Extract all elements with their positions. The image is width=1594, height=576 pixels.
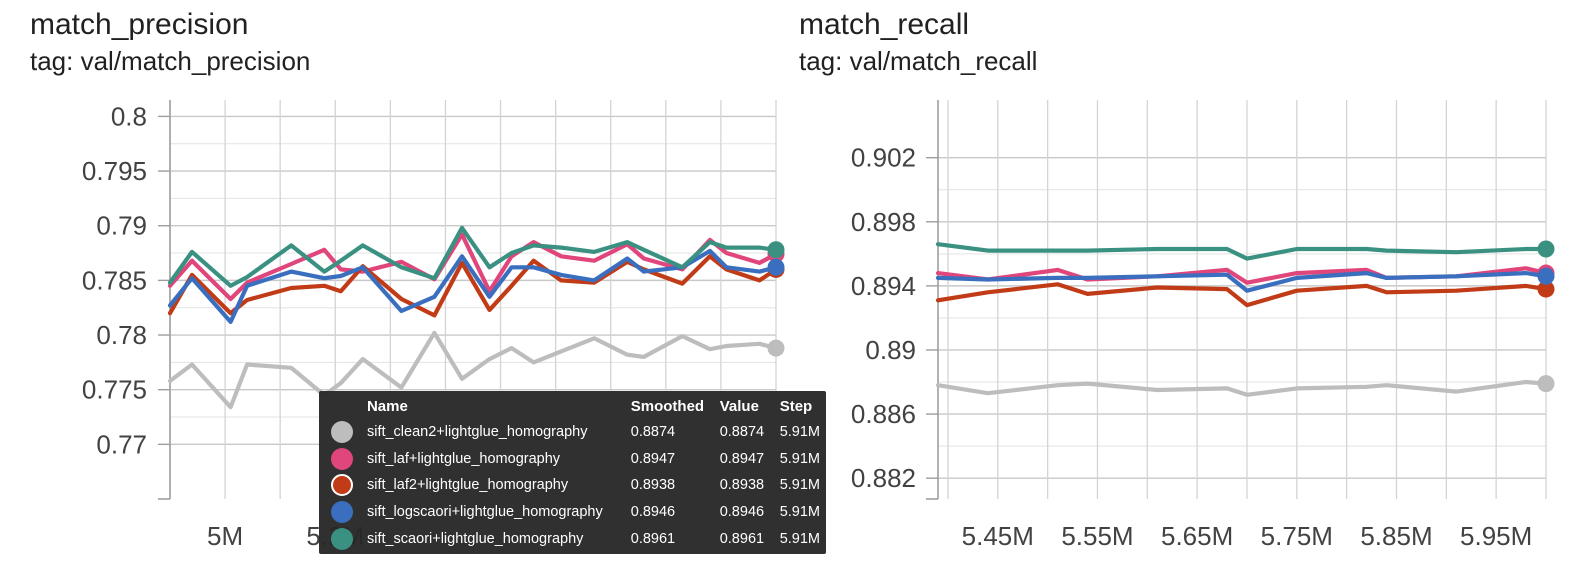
tooltip-step: 5.91M	[779, 504, 820, 521]
y-tick-label: 0.882	[851, 463, 916, 493]
tooltip-swatch	[325, 525, 361, 552]
series-line-sift_scaori+lightglue_homography[interactable]	[935, 242, 1549, 261]
hover-marker-sift_scaori+lightglue_homography[interactable]	[1537, 240, 1555, 258]
tooltip-header-step: Step	[779, 397, 813, 415]
y-tick-label: 0.795	[82, 156, 147, 186]
y-tick-label: 0.894	[851, 271, 916, 301]
precision-title: match_precision	[30, 8, 249, 41]
y-tick-label: 0.785	[82, 265, 147, 295]
tooltip-name: sift_logscaori+lightglue_homography	[366, 504, 603, 521]
series-line-sift_logscaori+lightglue_homography[interactable]	[167, 248, 779, 324]
tooltip-step: 5.91M	[779, 450, 820, 467]
tooltip-header-row: Name Smoothed Value Step	[325, 393, 826, 419]
tooltip-swatch	[325, 446, 361, 473]
tooltip-row: sift_laf+lightglue_homography 0.8947 0.894…	[325, 446, 826, 473]
tooltip-name: sift_scaori+lightglue_homography	[366, 530, 584, 547]
tooltip-value: 0.8874	[719, 424, 765, 441]
tooltip-step: 5.91M	[779, 477, 820, 494]
hover-marker-sift_logscaori+lightglue_homography[interactable]	[1537, 267, 1555, 285]
x-tick-label: 5M	[207, 521, 243, 551]
recall-tag: tag: val/match_recall	[799, 46, 1038, 76]
y-tick-label: 0.78	[96, 320, 147, 350]
legend-swatch	[331, 421, 353, 444]
tooltip-step: 5.91M	[779, 424, 820, 441]
tooltip-name: sift_clean2+lightglue_homography	[366, 424, 588, 441]
y-tick-label: 0.79	[96, 211, 147, 241]
x-tick-label: 5.55M	[1061, 521, 1133, 551]
y-tick-label: 0.8	[111, 101, 147, 131]
tooltip-rows: sift_clean2+lightglue_homography 0.8874 0.…	[325, 419, 826, 552]
tooltip-header-swatch	[325, 393, 361, 419]
precision-tag: tag: val/match_precision	[30, 46, 311, 76]
tooltip-value: 0.8961	[719, 530, 765, 547]
hover-marker-sift_clean2+lightglue_homography[interactable]	[767, 339, 785, 357]
y-tick-label: 0.89	[865, 335, 916, 365]
tooltip-swatch	[325, 499, 361, 526]
x-tick-label: 5.65M	[1161, 521, 1233, 551]
tooltip-row: sift_clean2+lightglue_homography 0.8874 0.…	[325, 419, 826, 446]
hover-tooltip: Name Smoothed Value Step sift_clean2+lig…	[319, 391, 826, 554]
series-line-sift_clean2+lightglue_homography[interactable]	[167, 330, 779, 410]
y-tick-label: 0.77	[96, 429, 147, 459]
x-tick-label: 5.85M	[1360, 521, 1432, 551]
tooltip-smoothed: 0.8946	[630, 504, 676, 521]
tooltip-swatch	[325, 419, 361, 446]
series-line-sift_laf2+lightglue_homography[interactable]	[167, 254, 779, 318]
series-line-sift_laf2+lightglue_homography[interactable]	[935, 282, 1549, 308]
tooltip-smoothed: 0.8874	[630, 424, 676, 441]
tooltip-header-smoothed: Smoothed	[630, 397, 705, 415]
series-line-sift_clean2+lightglue_homography[interactable]	[935, 379, 1549, 397]
tooltip-step: 5.91M	[779, 530, 820, 547]
legend-swatch	[331, 447, 353, 470]
tooltip-header-value: Value	[719, 397, 759, 415]
tooltip-row: sift_scaori+lightglue_homography 0.8961 0.…	[325, 525, 826, 552]
y-tick-label: 0.898	[851, 207, 916, 237]
hover-marker-sift_clean2+lightglue_homography[interactable]	[1537, 375, 1555, 393]
tooltip-smoothed: 0.8938	[630, 477, 676, 494]
chart-match_recall[interactable]: 0.902 0.898 0.894 0.89 0.886 0.882 5.45M 5.55M 5…	[851, 100, 1555, 551]
x-tick-label: 5.75M	[1261, 521, 1333, 551]
tooltip-row: sift_logscaori+lightglue_homography 0.894…	[325, 499, 826, 526]
tooltip-name: sift_laf+lightglue_homography	[366, 450, 561, 467]
tooltip-row: sift_laf2+lightglue_homography 0.8938 0.89…	[325, 472, 826, 499]
hover-marker-sift_laf2+lightglue_homography[interactable]	[1537, 280, 1555, 298]
tooltip-swatch	[325, 472, 361, 499]
y-tick-label: 0.902	[851, 143, 916, 173]
tooltip-value: 0.8938	[719, 477, 765, 494]
legend-swatch	[331, 501, 353, 524]
hover-marker-sift_logscaori+lightglue_homography[interactable]	[767, 258, 785, 276]
tooltip-name: sift_laf2+lightglue_homography	[366, 477, 569, 494]
recall-title: match_recall	[799, 8, 970, 41]
tooltip-value: 0.8947	[719, 450, 765, 467]
hover-marker-sift_scaori+lightglue_homography[interactable]	[767, 241, 785, 259]
tooltip-smoothed: 0.8947	[630, 450, 676, 467]
x-tick-label: 5.45M	[962, 521, 1034, 551]
series-line-sift_scaori+lightglue_homography[interactable]	[167, 225, 779, 288]
tooltip-table: Name Smoothed Value Step sift_clean2+lig…	[325, 393, 826, 552]
legend-swatch	[331, 527, 353, 550]
tooltip-value: 0.8946	[719, 504, 765, 521]
legend-swatch	[331, 474, 353, 497]
series-line-sift_logscaori+lightglue_homography[interactable]	[935, 271, 1549, 293]
y-tick-label: 0.775	[82, 375, 147, 405]
x-tick-label: 5.95M	[1460, 521, 1532, 551]
y-tick-label: 0.886	[851, 399, 916, 429]
tooltip-header-name: Name	[366, 397, 408, 415]
tooltip-smoothed: 0.8961	[630, 530, 676, 547]
